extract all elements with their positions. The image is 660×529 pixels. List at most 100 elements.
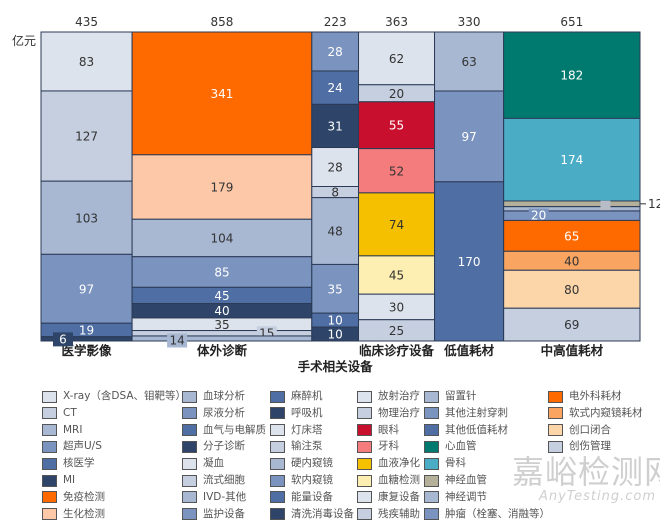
data-label: 83 xyxy=(79,55,94,69)
segment-bar xyxy=(358,192,436,257)
legend-swatch xyxy=(424,407,439,420)
legend-swatch xyxy=(182,424,197,437)
legend-swatch xyxy=(42,440,57,453)
legend-swatch xyxy=(424,390,439,403)
legend-item: 呼吸机 xyxy=(270,407,323,420)
legend-item: 神经血管 xyxy=(424,474,487,487)
legend-swatch xyxy=(182,491,197,504)
legend-item: 物理治疗 xyxy=(357,407,420,420)
legend-swatch xyxy=(357,424,372,437)
segment-bar xyxy=(503,117,641,202)
legend-label: 监护设备 xyxy=(203,507,245,520)
legend-label: 尿液分析 xyxy=(203,406,245,419)
data-label: 55 xyxy=(389,119,404,133)
segment-bar xyxy=(40,31,133,92)
legend-label: 分子诊断 xyxy=(203,440,245,453)
legend-swatch xyxy=(548,440,563,453)
legend-label: IVD-其他 xyxy=(203,490,247,503)
data-label: 48 xyxy=(328,225,343,239)
segment-bar xyxy=(358,101,436,150)
data-label: 179 xyxy=(211,181,234,195)
legend-swatch xyxy=(42,474,57,487)
legend-swatch xyxy=(270,407,285,420)
data-label: 63 xyxy=(461,55,476,69)
segment-bar xyxy=(131,335,313,342)
data-label: 28 xyxy=(328,161,343,175)
data-label-box xyxy=(528,208,549,223)
legend-swatch xyxy=(182,390,197,403)
legend-swatch xyxy=(357,407,372,420)
legend-swatch xyxy=(357,474,372,487)
column-total-label: 858 xyxy=(211,15,234,29)
data-label: 80 xyxy=(564,283,579,297)
legend-label: 超声U/S xyxy=(63,440,102,453)
segment-bar xyxy=(503,307,641,342)
legend-label: 免疫检测 xyxy=(63,490,105,503)
data-label: 45 xyxy=(214,289,229,303)
legend-label: 硬内窥镜 xyxy=(291,457,333,470)
legend-swatch xyxy=(424,440,439,453)
legend-item: 其他低值耗材 xyxy=(424,424,508,437)
legend-label: 能量设备 xyxy=(291,490,333,503)
legend-swatch xyxy=(270,390,285,403)
legend-swatch xyxy=(42,508,57,521)
segment-bar xyxy=(40,180,133,255)
data-label: 10 xyxy=(328,328,343,342)
data-label: 103 xyxy=(75,211,98,225)
watermark-logo: 嘉峪检测网 xyxy=(512,453,660,491)
segment-bar xyxy=(358,293,436,321)
data-label: 127 xyxy=(75,130,98,144)
data-label: 85 xyxy=(214,266,229,280)
legend-item: 监护设备 xyxy=(182,508,245,521)
data-label-box xyxy=(600,200,611,217)
legend-swatch xyxy=(42,491,57,504)
segment-bar xyxy=(311,31,360,72)
legend-label: 康复设备 xyxy=(378,490,420,503)
legend-item: 血气与电解质 xyxy=(182,424,266,437)
data-label: 10 xyxy=(328,314,343,328)
legend-label: 其他注射穿刺 xyxy=(445,406,508,419)
legend-item: 骨科 xyxy=(424,457,466,470)
legend-label: 创口闭合 xyxy=(569,423,611,436)
segment-bar xyxy=(503,219,641,252)
legend-label: 凝血 xyxy=(203,457,224,470)
unit-label: 亿元 xyxy=(12,34,37,48)
legend-item: 放射治疗 xyxy=(357,390,420,403)
data-label: 35 xyxy=(214,318,229,332)
legend-label: 软式内窥镜耗材 xyxy=(569,406,643,419)
legend-swatch xyxy=(42,407,57,420)
column-total-label: 330 xyxy=(458,15,481,29)
legend-item: 软式内窥镜耗材 xyxy=(548,407,643,420)
legend-label: 神经血管 xyxy=(445,474,487,486)
data-label: 28 xyxy=(328,45,343,59)
legend-item: 麻醉机 xyxy=(270,390,323,403)
legend-label: 留置针 xyxy=(445,390,477,402)
segment-bar xyxy=(131,31,313,156)
legend-swatch xyxy=(270,508,285,521)
legend-swatch xyxy=(424,457,439,470)
column-category-label: 手术相关设备 xyxy=(298,359,374,374)
data-label: 31 xyxy=(328,119,343,133)
legend-item: MRI xyxy=(42,424,82,437)
segment-bar xyxy=(131,218,313,258)
legend-swatch xyxy=(182,474,197,487)
legend-swatch xyxy=(270,424,285,437)
legend-swatch xyxy=(357,440,372,453)
segment-bar xyxy=(503,200,641,208)
legend-label: 残疾辅助 xyxy=(378,507,420,520)
legend-swatch xyxy=(270,457,285,470)
data-label: 35 xyxy=(328,282,343,296)
segment-bar xyxy=(358,148,436,194)
legend-item: 神经调节 xyxy=(424,491,487,504)
legend-item: 心血管 xyxy=(424,440,477,453)
legend-item: 肿瘤（栓塞、消融等） xyxy=(424,508,550,521)
legend-swatch xyxy=(182,407,197,420)
legend-swatch xyxy=(270,440,285,453)
legend-label: 血气与电解质 xyxy=(203,423,266,436)
legend-item: 超声U/S xyxy=(42,440,102,453)
segment-bar xyxy=(358,255,436,295)
legend-item: 免疫检测 xyxy=(42,491,105,504)
legend-swatch xyxy=(182,457,197,470)
data-label: 62 xyxy=(389,52,404,66)
segment-bar xyxy=(503,31,641,119)
